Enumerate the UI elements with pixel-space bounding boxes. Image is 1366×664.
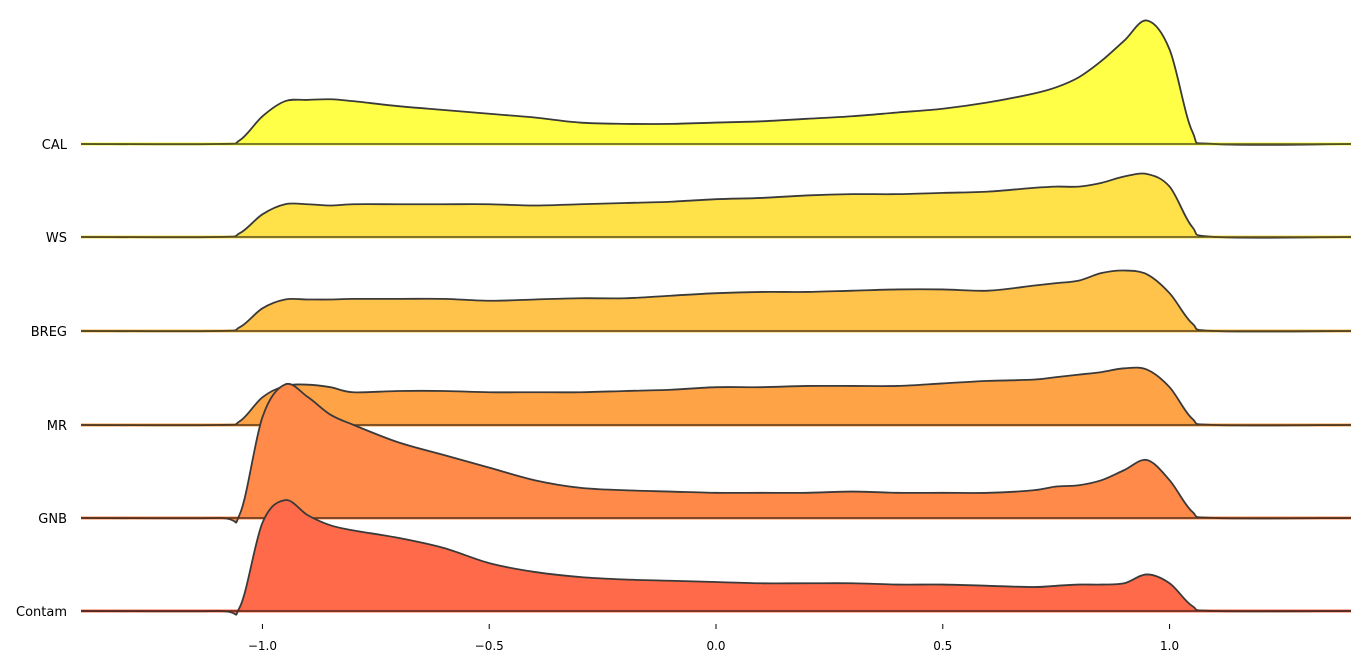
row-labels-group: CAL WS BREG MR GNB Contam [16, 138, 68, 620]
ridge-area-contam [81, 500, 1351, 615]
ridge-area-cal [81, 20, 1351, 145]
row-label-ws: WS [46, 231, 67, 246]
x-tick-label: 0.0 [706, 639, 725, 653]
x-axis-ticks: −1.0 −0.5 0.0 0.5 1.0 [248, 624, 1179, 653]
row-label-cal: CAL [42, 138, 68, 153]
ridge-ws [80, 172, 1352, 239]
row-label-mr: MR [47, 419, 67, 434]
ridge-outline-cal [80, 19, 1352, 146]
ridge-breg [80, 269, 1352, 333]
ridge-cal [80, 19, 1352, 146]
ridge-outline-contam [80, 499, 1352, 616]
ridge-contam [80, 499, 1352, 616]
ridge-area-gnb [81, 383, 1351, 523]
row-label-contam: Contam [16, 605, 67, 620]
ridge-area-breg [81, 270, 1351, 332]
ridge-outline-gnb [80, 382, 1352, 524]
x-tick-label: −0.5 [475, 639, 504, 653]
row-label-gnb: GNB [38, 512, 67, 527]
ridge-outline-ws [80, 172, 1352, 239]
row-label-breg: BREG [31, 325, 67, 340]
x-tick-label: 1.0 [1160, 639, 1179, 653]
ridge-area-mr [81, 367, 1351, 426]
ridge-area-ws [81, 173, 1351, 238]
ridge-outline-breg [80, 269, 1352, 333]
ridge-outline-mr [80, 366, 1352, 427]
x-tick-label: −1.0 [248, 639, 277, 653]
x-tick-label: 0.5 [933, 639, 952, 653]
ridges-group [80, 19, 1352, 616]
